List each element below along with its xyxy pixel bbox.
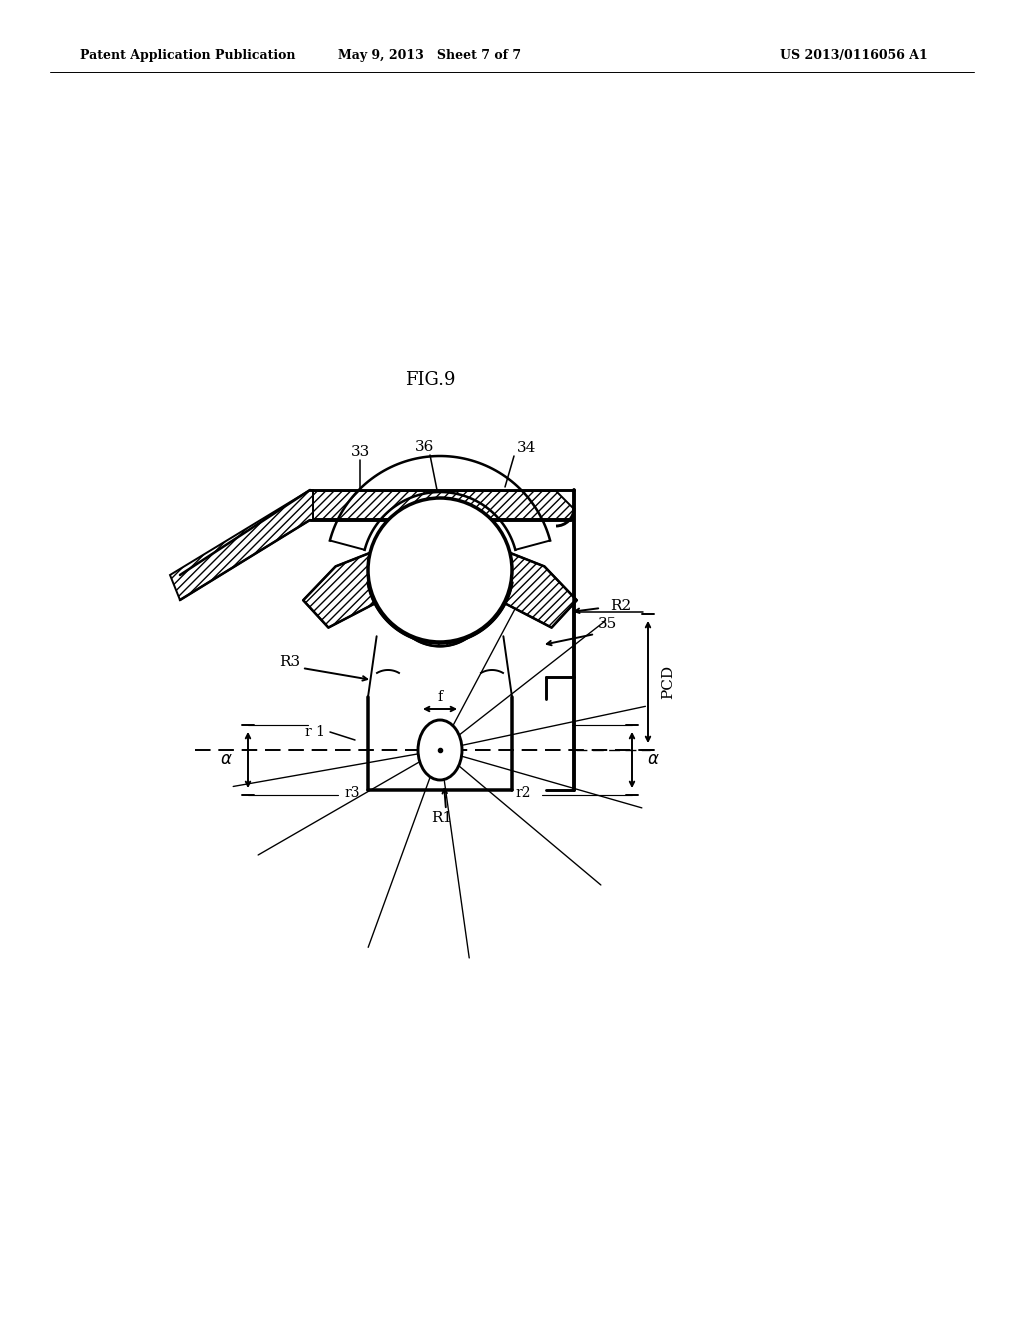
Text: PCD: PCD bbox=[662, 665, 675, 700]
Polygon shape bbox=[443, 531, 577, 627]
Polygon shape bbox=[303, 531, 436, 627]
Text: 36: 36 bbox=[416, 440, 434, 454]
Text: US 2013/0116056 A1: US 2013/0116056 A1 bbox=[780, 49, 928, 62]
Polygon shape bbox=[368, 582, 512, 647]
Text: r2: r2 bbox=[515, 785, 530, 800]
Polygon shape bbox=[313, 491, 573, 519]
Polygon shape bbox=[170, 490, 313, 601]
Text: R3: R3 bbox=[280, 655, 301, 669]
Text: R1: R1 bbox=[431, 810, 453, 825]
Text: R2: R2 bbox=[610, 599, 631, 612]
Text: O: O bbox=[444, 762, 456, 776]
Text: FIG.9: FIG.9 bbox=[404, 371, 456, 389]
Text: r 1: r 1 bbox=[305, 725, 325, 739]
Circle shape bbox=[368, 498, 512, 642]
Text: f: f bbox=[437, 690, 442, 704]
Text: Patent Application Publication: Patent Application Publication bbox=[80, 49, 296, 62]
Text: $\alpha$: $\alpha$ bbox=[647, 751, 659, 768]
Text: May 9, 2013   Sheet 7 of 7: May 9, 2013 Sheet 7 of 7 bbox=[339, 49, 521, 62]
Text: 34: 34 bbox=[517, 441, 537, 455]
Ellipse shape bbox=[418, 719, 462, 780]
Circle shape bbox=[368, 498, 512, 642]
Text: 33: 33 bbox=[350, 445, 370, 459]
Text: 35: 35 bbox=[598, 616, 617, 631]
Text: r3: r3 bbox=[344, 785, 360, 800]
Text: $\alpha$: $\alpha$ bbox=[220, 751, 233, 768]
